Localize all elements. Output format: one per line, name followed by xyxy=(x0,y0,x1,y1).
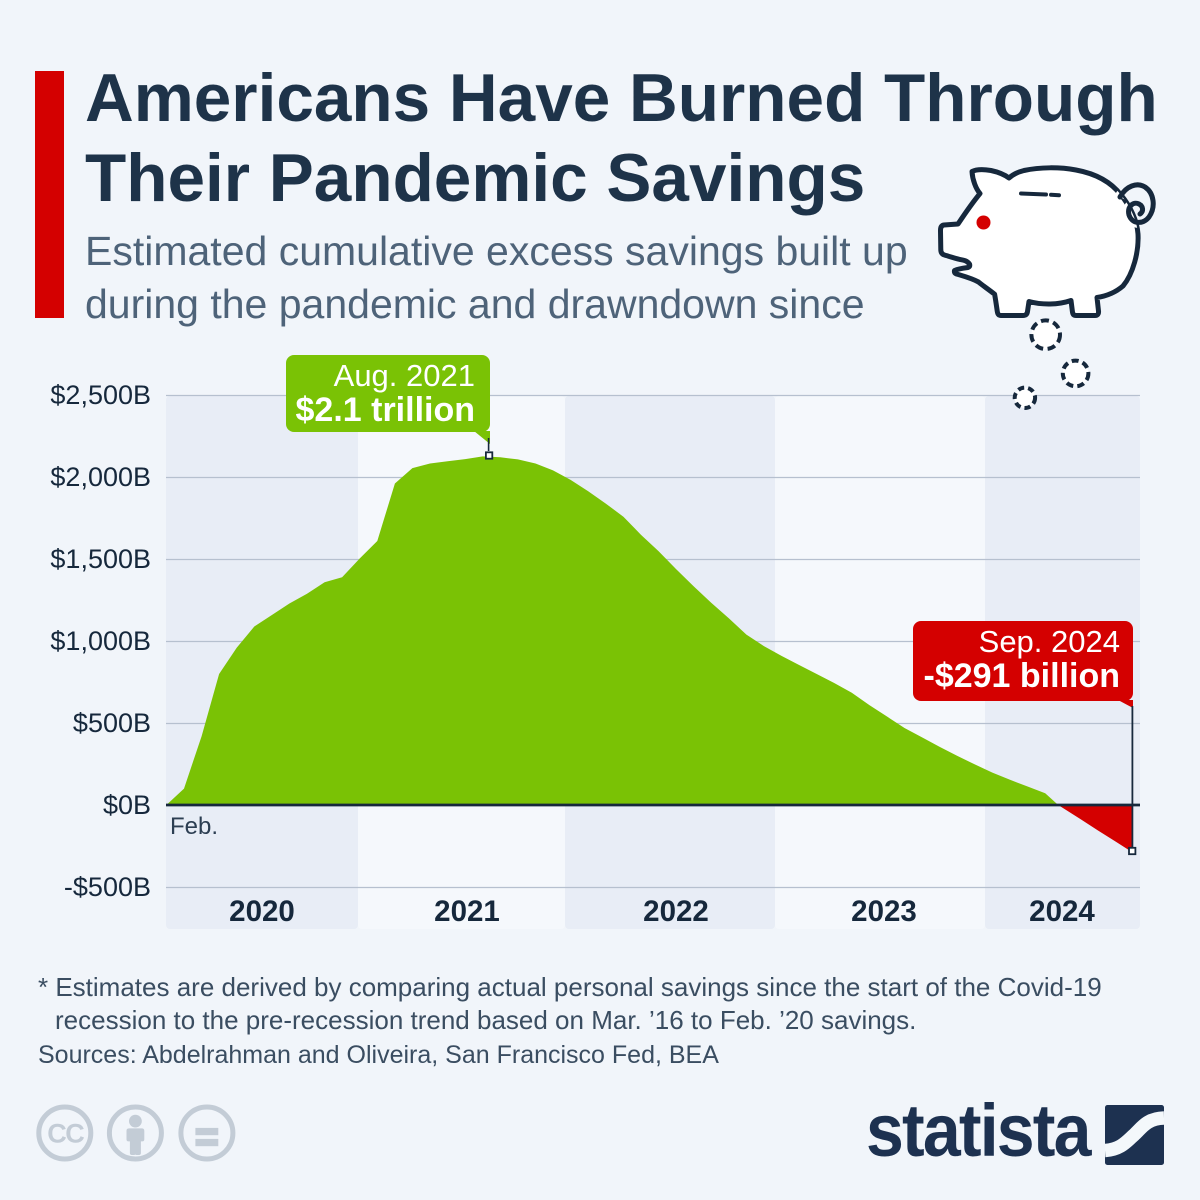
svg-text:CC: CC xyxy=(47,1119,84,1149)
